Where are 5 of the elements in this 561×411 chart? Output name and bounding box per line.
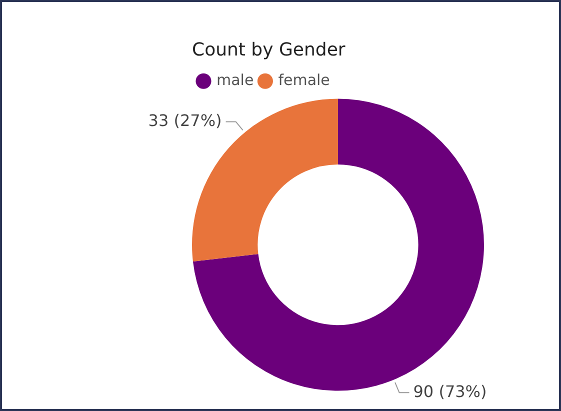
data-label: 90 (73%) [413,382,487,401]
legend-label: female [278,70,330,89]
legend-label: male [216,70,254,89]
chart-title: Count by Gender [192,39,346,60]
data-label: 33 (27%) [148,110,222,130]
